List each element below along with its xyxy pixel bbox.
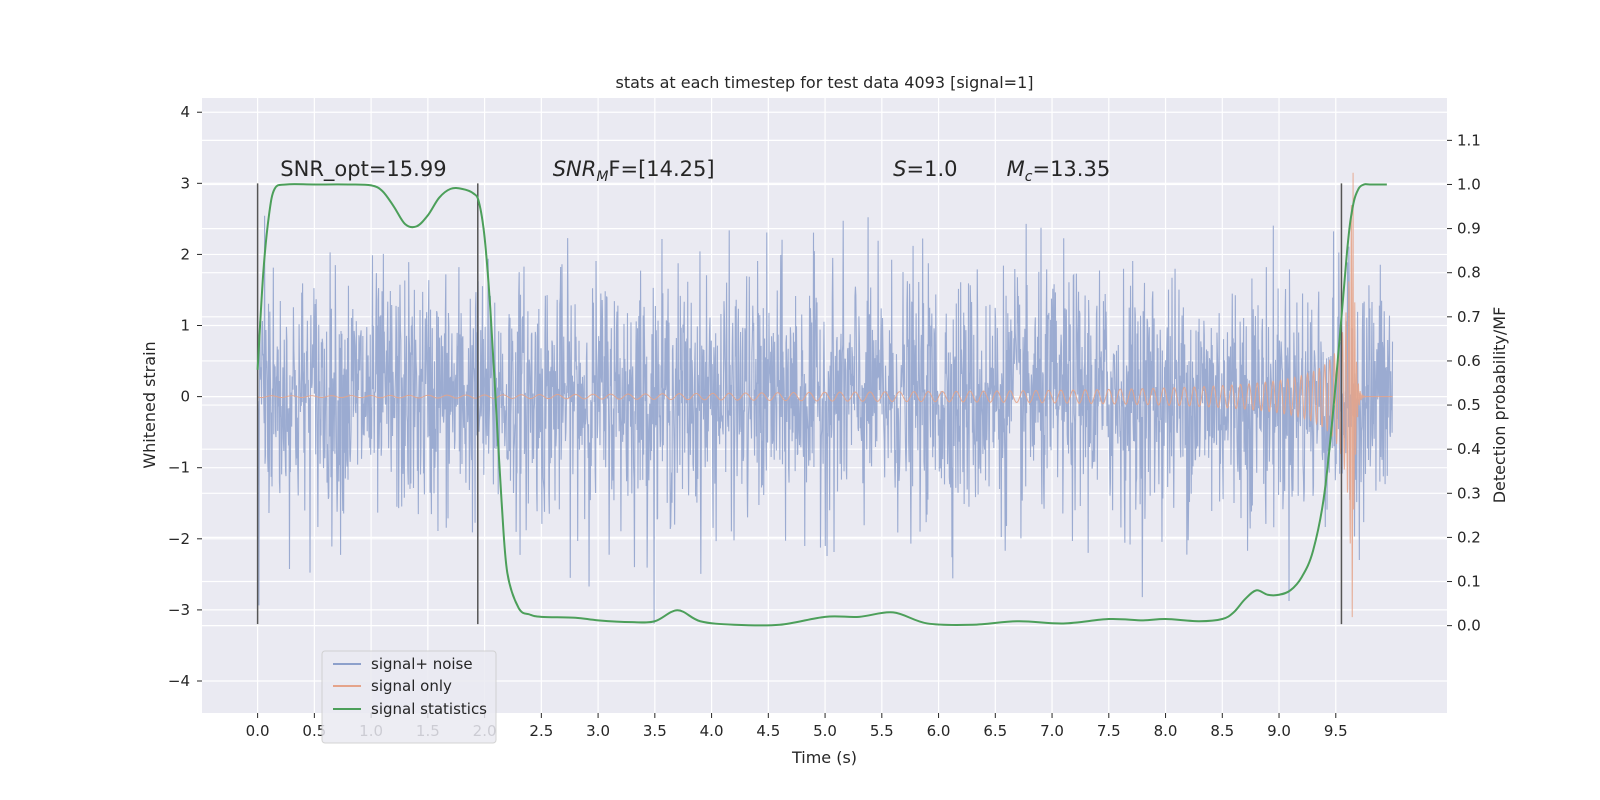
x-tick-label: 2.5 <box>529 722 553 740</box>
x-tick-label: 6.0 <box>927 722 951 740</box>
y-tick-label: −1 <box>168 459 190 477</box>
series-signal-statistics-line <box>256 183 1387 627</box>
y-tick-label: −3 <box>168 601 190 619</box>
y2-tick-label: 0.1 <box>1457 573 1481 591</box>
x-tick-label: 7.5 <box>1097 722 1121 740</box>
x-tick-label: 4.5 <box>756 722 780 740</box>
x-tick-label: 0.0 <box>246 722 270 740</box>
y2-tick-label: 0.0 <box>1457 617 1481 635</box>
legend-box <box>321 650 497 744</box>
y-axis-label: Whitened strain <box>140 341 159 468</box>
annotation-s_val: S=1.0 <box>893 157 957 181</box>
x-tick-label: 3.0 <box>586 722 610 740</box>
x-tick-label: 4.0 <box>700 722 724 740</box>
y2-tick-label: 1.0 <box>1457 175 1481 193</box>
chart-title: stats at each timestep for test data 409… <box>615 73 1033 92</box>
y2-tick-label: 0.9 <box>1457 220 1481 238</box>
y2-tick-label: 0.8 <box>1457 264 1481 282</box>
y-axis: −4 −3 −2 −1 0 1 2 3 4 <box>168 103 202 690</box>
x-tick-label: 3.5 <box>643 722 667 740</box>
y2-axis-label: Detection probability/MF <box>1490 307 1509 504</box>
y-tick-label: −2 <box>168 530 190 548</box>
x-tick-label: 6.5 <box>983 722 1007 740</box>
x-tick-label: 5.5 <box>870 722 894 740</box>
x-tick-label: 7.0 <box>1040 722 1064 740</box>
y-tick-label: 1 <box>180 317 190 335</box>
annotations: SNR_opt=15.99 SNRMF=[14.25] S=1.0 Mc=13.35 <box>280 157 1110 185</box>
x-tick-label: 9.5 <box>1324 722 1348 740</box>
legend-label-signal-noise: signal+ noise <box>371 655 473 673</box>
y-tick-label: −4 <box>168 672 190 690</box>
y-tick-label: 3 <box>180 174 190 192</box>
y-tick-label: 2 <box>180 245 190 263</box>
x-tick-label: 8.0 <box>1154 722 1178 740</box>
y2-tick-label: 0.3 <box>1457 484 1481 502</box>
y2-tick-label: 0.7 <box>1457 308 1481 326</box>
y2-tick-label: 0.4 <box>1457 440 1481 458</box>
annotation-snr_mf: SNRMF=[14.25] <box>553 157 715 185</box>
y-tick-label: 4 <box>180 103 190 121</box>
legend-label-signal-only: signal only <box>371 677 452 695</box>
y-tick-label: 0 <box>180 388 190 406</box>
x-tick-label: 9.0 <box>1267 722 1291 740</box>
annotation-mc_val: Mc=13.35 <box>1007 157 1111 185</box>
y2-tick-label: 0.2 <box>1457 528 1481 546</box>
legend-label-signal-statistics: signal statistics <box>371 700 487 718</box>
x-tick-label: 5.0 <box>813 722 837 740</box>
series-signal-only-line <box>257 172 1393 618</box>
y2-axis: 0.0 0.1 0.2 0.3 0.4 0.5 0.6 0.7 0.8 0.9 1.0 1.1 <box>1447 131 1481 635</box>
x-tick-label: 8.5 <box>1210 722 1234 740</box>
y2-tick-label: 0.5 <box>1457 396 1481 414</box>
series-layer <box>256 172 1394 627</box>
legend: signal+ noise signal only signal statist… <box>321 650 497 744</box>
y2-tick-label: 0.6 <box>1457 352 1481 370</box>
x-axis-label: Time (s) <box>791 748 857 767</box>
x-tick-label: 0.5 <box>302 722 326 740</box>
annotation-snr_opt: SNR_opt=15.99 <box>280 157 446 182</box>
y2-tick-label: 1.1 <box>1457 131 1481 149</box>
